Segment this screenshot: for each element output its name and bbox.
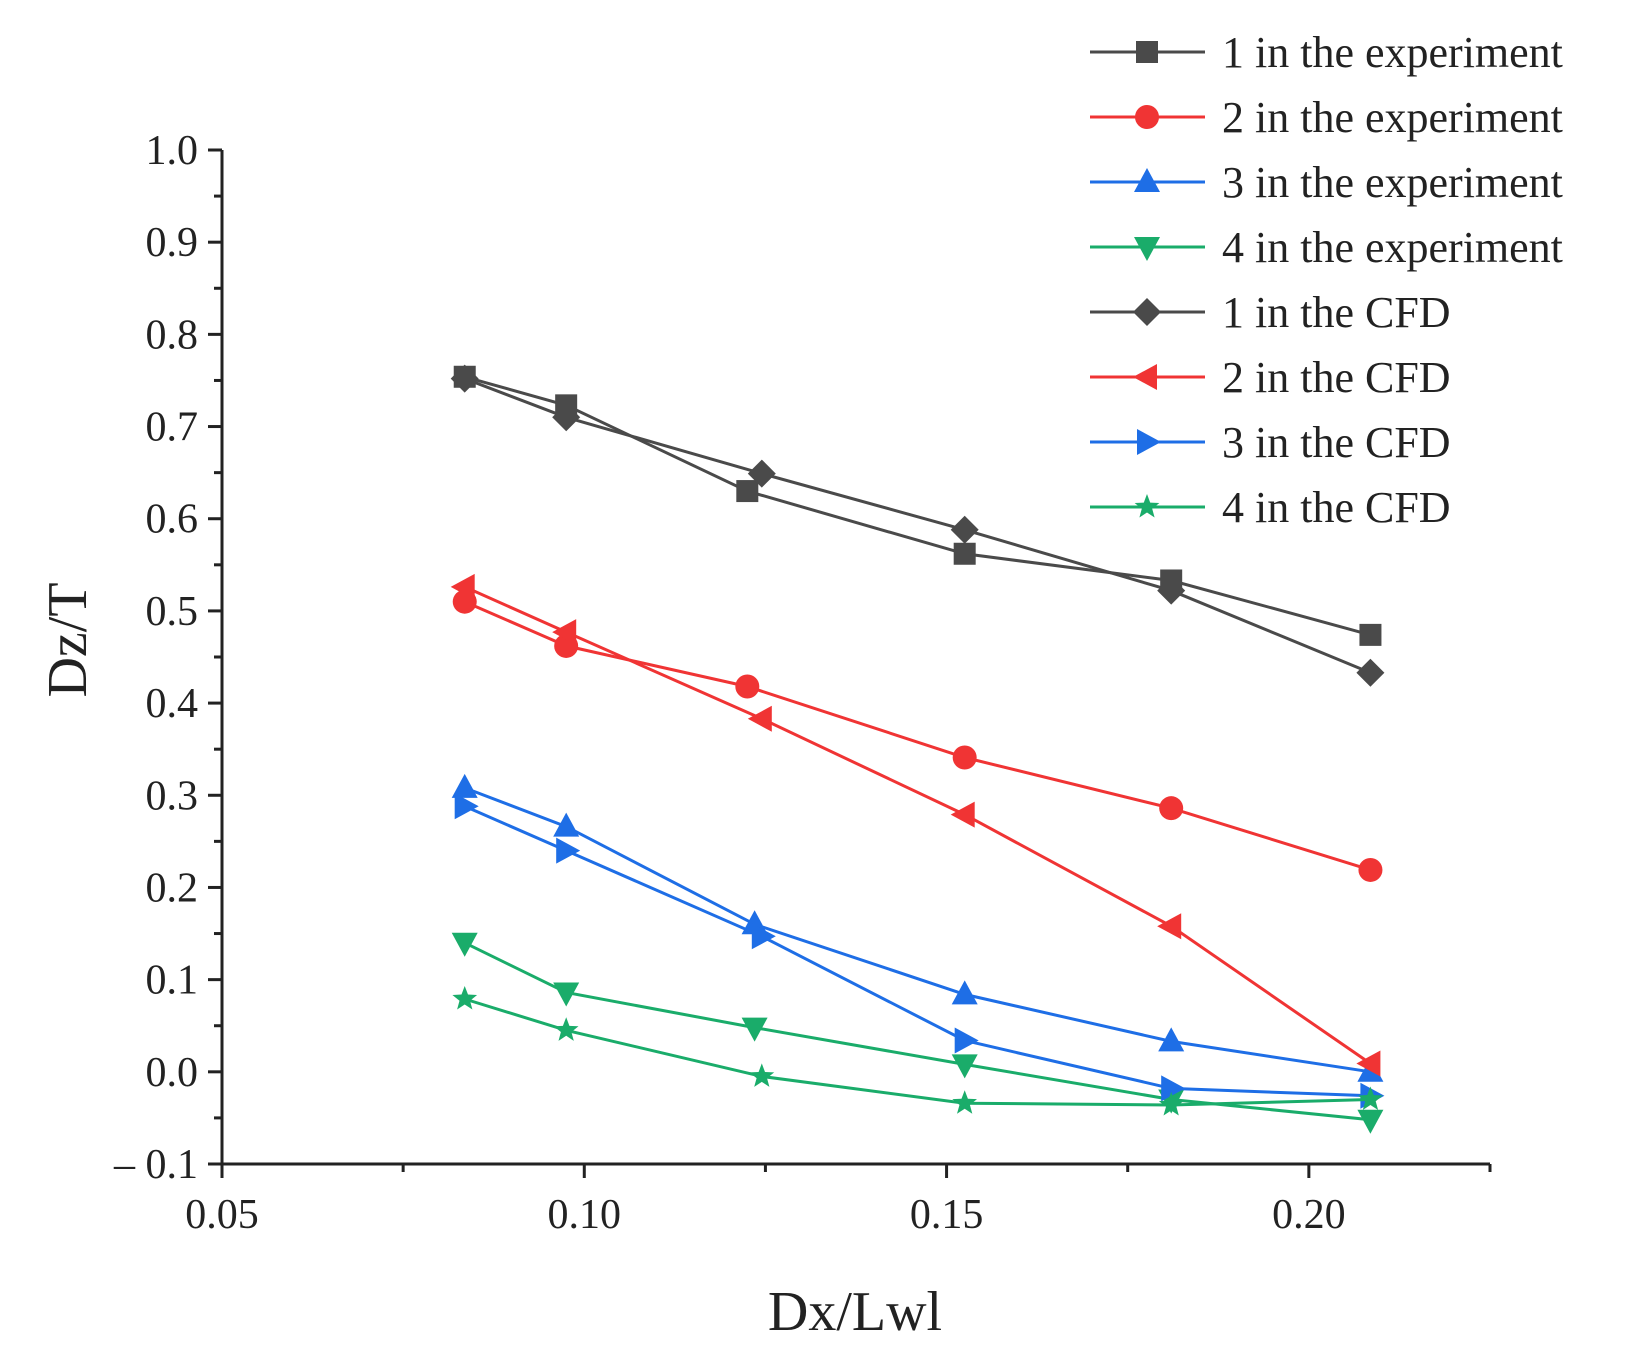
data-point	[747, 459, 776, 488]
y-tick-label: 0.1	[146, 958, 199, 1004]
data-point	[1359, 623, 1382, 646]
series-line	[464, 600, 1371, 872]
data-point	[1356, 1050, 1381, 1077]
data-point	[954, 1027, 979, 1054]
series-line	[464, 804, 1371, 1098]
y-tick-label: 0.8	[146, 312, 199, 358]
data-point	[953, 542, 976, 565]
plot-area	[450, 364, 1385, 1134]
y-tick-label: – 0.1	[113, 1142, 198, 1188]
data-point	[741, 1017, 768, 1042]
data-point	[452, 986, 478, 1010]
data-point	[450, 573, 475, 600]
legend-label: 2 in the CFD	[1222, 353, 1451, 402]
data-point	[951, 1054, 978, 1079]
data-point	[1158, 1092, 1184, 1116]
legend-entry: 4 in the CFD	[1090, 483, 1451, 532]
x-axis-title: Dx/Lwl	[768, 1281, 942, 1343]
data-point	[556, 837, 581, 864]
legend-label: 1 in the CFD	[1222, 288, 1451, 337]
data-point	[553, 812, 580, 837]
y-tick-label: 0.4	[146, 681, 199, 727]
series-8	[452, 986, 1383, 1116]
legend-marker	[1133, 364, 1157, 390]
y-tick-label: 0.0	[146, 1050, 199, 1096]
legend-entry: 3 in the experiment	[1090, 158, 1563, 207]
data-point	[1358, 857, 1383, 882]
series-2	[452, 589, 1383, 882]
data-point	[950, 515, 979, 544]
y-tick-label: 0.5	[146, 589, 199, 635]
legend-entry: 2 in the CFD	[1090, 353, 1451, 402]
data-point	[1161, 1075, 1186, 1102]
x-tick-label: 0.15	[910, 1192, 984, 1238]
legend-marker	[1134, 494, 1160, 518]
y-tick-label: 1.0	[146, 128, 199, 174]
data-point	[451, 773, 478, 798]
data-point	[552, 403, 581, 432]
data-point	[741, 910, 768, 935]
data-point	[552, 619, 577, 646]
series-line	[464, 585, 1372, 1065]
data-point	[1356, 658, 1385, 687]
data-point	[751, 923, 776, 950]
legend-entry: 1 in the CFD	[1090, 288, 1451, 337]
legend-marker	[1134, 168, 1160, 192]
data-point	[951, 980, 978, 1005]
data-point	[952, 745, 977, 770]
data-point	[1157, 576, 1186, 605]
series-6	[450, 573, 1381, 1077]
data-point	[451, 932, 478, 957]
legend-entry: 2 in the experiment	[1090, 93, 1563, 142]
data-point	[450, 364, 479, 393]
legend-marker	[1133, 298, 1161, 326]
x-tick-label: 0.20	[1272, 1192, 1346, 1238]
data-point	[1157, 913, 1182, 940]
y-tick-label: 0.9	[146, 220, 199, 266]
legend-marker	[1135, 105, 1159, 129]
y-tick-label: 0.2	[146, 865, 199, 911]
data-point	[735, 674, 760, 699]
y-tick-label: 0.6	[146, 497, 199, 543]
data-point	[749, 1063, 775, 1087]
y-tick-label: 0.7	[146, 405, 199, 451]
legend: 1 in the experiment 2 in the experiment 3 …	[1090, 28, 1563, 532]
legend-label: 2 in the experiment	[1222, 93, 1563, 142]
legend-label: 4 in the experiment	[1222, 223, 1563, 272]
data-point	[1158, 1027, 1185, 1052]
data-point	[747, 705, 772, 732]
data-point	[553, 1017, 579, 1041]
y-tick-label: 0.3	[146, 773, 199, 819]
data-point	[736, 480, 759, 503]
legend-label: 3 in the CFD	[1222, 418, 1451, 467]
x-tick-label: 0.05	[185, 1192, 259, 1238]
legend-label: 3 in the experiment	[1222, 158, 1563, 207]
series-line	[464, 377, 1371, 675]
data-point	[454, 793, 479, 820]
data-point	[553, 982, 580, 1007]
legend-label: 1 in the experiment	[1222, 28, 1563, 77]
y-axis-title: Dz/T	[37, 582, 99, 697]
series-line	[464, 997, 1371, 1107]
legend-label: 4 in the CFD	[1222, 483, 1451, 532]
data-point	[1159, 796, 1184, 821]
data-point	[950, 801, 975, 828]
x-tick-label: 0.10	[548, 1192, 622, 1238]
data-point	[1358, 1086, 1383, 1110]
legend-marker	[1137, 429, 1161, 455]
legend-entry: 3 in the CFD	[1090, 418, 1451, 467]
legend-entry: 1 in the experiment	[1090, 28, 1563, 77]
series-line	[464, 786, 1371, 1074]
series-5	[450, 364, 1385, 687]
legend-entry: 4 in the experiment	[1090, 223, 1563, 272]
data-point	[1357, 1109, 1384, 1134]
legend-marker	[1136, 41, 1158, 63]
axes: 0.05 0.10 0.15 0.20 – 0.1 0.0 0.1 0.2 0.3 0.4 0.5 0…	[113, 128, 1492, 1238]
data-point	[952, 1090, 977, 1114]
series-3	[451, 773, 1384, 1082]
series-line	[464, 375, 1371, 637]
legend-marker	[1134, 237, 1160, 261]
